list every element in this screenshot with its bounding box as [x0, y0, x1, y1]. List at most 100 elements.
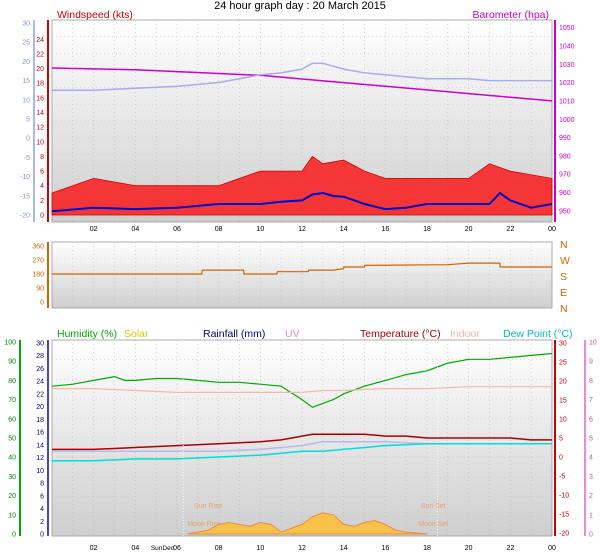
secondary-tick-label: -10	[20, 174, 30, 181]
temp-tick-label: 20	[559, 379, 567, 386]
rain-tick-label: 8	[40, 481, 44, 488]
x-tick-label: 02	[90, 545, 98, 552]
humidity-tick-label: 80	[8, 378, 16, 385]
x-tick-label: 06	[173, 545, 181, 552]
rain-tick-label: 10	[36, 468, 44, 475]
legend-windspeed: Windspeed (kts)	[57, 9, 133, 21]
x-tick-label: 16	[381, 545, 389, 552]
legend-barometer: Barometer (hpa)	[473, 9, 549, 21]
baro-tick-label: 980	[559, 153, 571, 160]
rain-tick-label: 4	[40, 506, 44, 513]
rain-tick-label: 0	[40, 532, 44, 539]
wind-tick-label: 8	[40, 154, 44, 161]
rain-tick-label: 18	[36, 417, 44, 424]
x-tick-label: 12	[298, 226, 306, 233]
temp-tick-label: 5	[559, 436, 563, 443]
humidity-tick-label: 70	[8, 397, 16, 404]
humidity-tick-label: 100	[4, 340, 16, 347]
humidity-tick-label: 50	[8, 436, 16, 443]
baro-tick-label: 1020	[559, 80, 575, 87]
sundec-label: SunDec	[151, 545, 175, 552]
uv-tick-label: 6	[589, 416, 593, 423]
sunrise-label: Sun Rise	[194, 503, 223, 510]
humidity-line	[51, 352, 553, 408]
direction-tick-label: 0	[40, 300, 44, 307]
x-tick-label: 02	[90, 226, 98, 233]
uv-tick-label: 1	[589, 512, 593, 519]
rain-tick-label: 26	[36, 366, 44, 373]
temp-tick-label: 0	[559, 455, 563, 462]
legend-dewpoint: Dew Point (°C)	[503, 328, 573, 340]
temp-tick-label: -15	[559, 512, 569, 519]
temperature-line	[52, 433, 552, 451]
x-tick-label: 18	[423, 226, 431, 233]
x-tick-label: 00	[548, 226, 556, 233]
wind-tick-label: 2	[40, 198, 44, 205]
wind-tick-label: 6	[40, 169, 44, 176]
humidity-tick-label: 40	[8, 455, 16, 462]
wind-tick-label: 12	[36, 125, 44, 132]
secondary-tick-label: 5	[26, 117, 30, 124]
x-tick-label: 08	[215, 545, 223, 552]
secondary-tick-label: 25	[22, 40, 30, 47]
rain-tick-label: 28	[36, 353, 44, 360]
wind-tick-label: 18	[36, 81, 44, 88]
baro-tick-label: 1050	[559, 25, 575, 32]
secondary-tick-label: 10	[22, 97, 30, 104]
x-tick-label: 22	[506, 226, 514, 233]
secondary-tick-label: 15	[22, 78, 30, 85]
wind-direction-line	[52, 262, 552, 275]
sunset-label: Sun Set	[421, 503, 446, 510]
direction-tick-label: 360	[32, 244, 44, 251]
wind-tick-label: 22	[36, 51, 44, 58]
moonset-label: Moon Set	[418, 521, 448, 528]
wind-tick-label: 10	[36, 139, 44, 146]
uv-tick-label: 0	[589, 532, 593, 539]
baro-tick-label: 1040	[559, 43, 575, 50]
x-tick-label: 18	[423, 545, 431, 552]
rain-tick-label: 20	[36, 404, 44, 411]
humidity-tick-label: 90	[8, 359, 16, 366]
x-tick-label: 04	[131, 545, 139, 552]
moonrise-label: Moon Rise	[187, 521, 221, 528]
uv-tick-label: 5	[589, 436, 593, 443]
x-tick-label: 14	[340, 226, 348, 233]
direction-tick-label: 270	[32, 258, 44, 265]
avg-wind-line	[51, 192, 553, 213]
direction-tick-label: 180	[32, 272, 44, 279]
x-tick-label: 16	[381, 226, 389, 233]
wind-tick-label: 20	[36, 66, 44, 73]
uv-tick-label: 8	[589, 378, 593, 385]
x-tick-label: 08	[215, 226, 223, 233]
wind-tick-label: 16	[36, 95, 44, 102]
direction-tick-label: 90	[36, 286, 44, 293]
baro-tick-label: 990	[559, 135, 571, 142]
humidity-tick-label: 30	[8, 474, 16, 481]
temp-tick-label: 15	[559, 398, 567, 405]
baro-tick-label: 1000	[559, 117, 575, 124]
humidity-tick-label: 20	[8, 493, 16, 500]
uv-tick-label: 4	[589, 455, 593, 462]
secondary-tick-label: -5	[24, 155, 30, 162]
temp-tick-label: -10	[559, 493, 569, 500]
uv-tick-label: 3	[589, 474, 593, 481]
x-tick-label: 10	[256, 226, 264, 233]
x-tick-label: 20	[465, 545, 473, 552]
rain-tick-label: 12	[36, 455, 44, 462]
compass-label: E	[560, 287, 567, 299]
legend-temperature: Temperature (°C)	[360, 328, 441, 340]
compass-label: N	[560, 303, 568, 315]
humidity-tick-label: 60	[8, 416, 16, 423]
x-tick-label: 00	[548, 545, 556, 552]
uv-tick-label: 10	[589, 340, 597, 347]
x-tick-label: 22	[506, 545, 514, 552]
barometer-line	[51, 67, 553, 102]
rain-tick-label: 22	[36, 391, 44, 398]
temp-tick-label: 25	[559, 360, 567, 367]
solar-area	[187, 512, 428, 535]
dewpoint-line	[52, 442, 552, 462]
secondary-tick-label: 30	[22, 21, 30, 28]
rain-tick-label: 24	[36, 379, 44, 386]
baro-tick-label: 1010	[559, 98, 575, 105]
